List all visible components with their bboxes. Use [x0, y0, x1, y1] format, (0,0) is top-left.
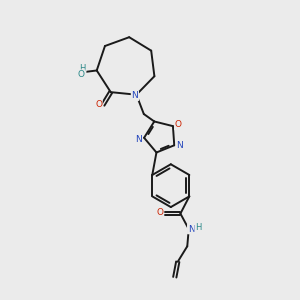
Text: O: O	[95, 100, 102, 109]
Text: O: O	[156, 208, 163, 217]
Text: N: N	[135, 135, 142, 144]
Text: O: O	[175, 120, 182, 129]
Text: N: N	[131, 92, 138, 100]
Text: N: N	[188, 225, 194, 234]
Text: N: N	[176, 141, 183, 150]
Text: O: O	[78, 70, 85, 79]
Text: H: H	[195, 224, 201, 232]
Text: H: H	[80, 64, 86, 73]
